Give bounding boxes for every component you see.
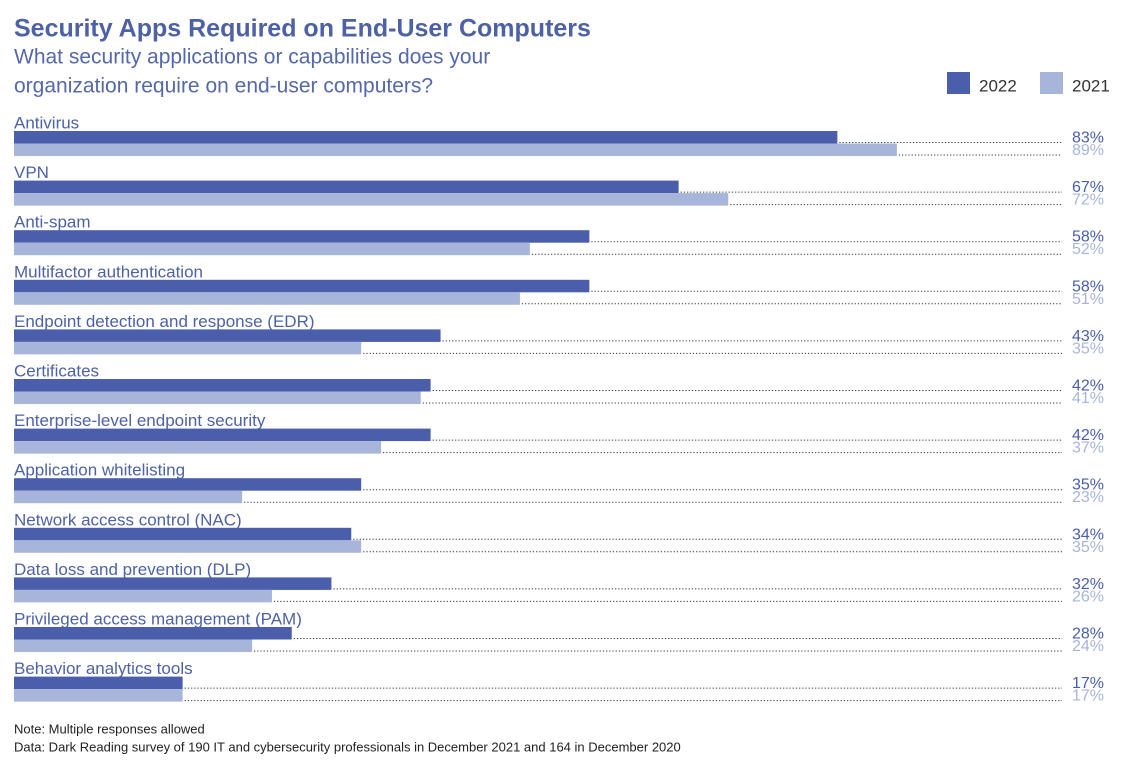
bar bbox=[14, 490, 243, 504]
value-label: 17% bbox=[1072, 688, 1104, 705]
legend-swatch bbox=[1040, 72, 1063, 94]
bar bbox=[14, 639, 253, 652]
bar bbox=[14, 143, 897, 156]
value-label: 51% bbox=[1072, 291, 1104, 308]
bar bbox=[14, 689, 183, 702]
value-label: 58% bbox=[1072, 278, 1104, 295]
value-label: 58% bbox=[1072, 229, 1104, 246]
legend-swatch bbox=[947, 72, 970, 94]
bar bbox=[14, 379, 431, 392]
value-label: 83% bbox=[1072, 129, 1104, 146]
chart-subtitle: What security applications or capabiliti… bbox=[14, 46, 490, 69]
category-label: Network access control (NAC) bbox=[14, 510, 242, 529]
bar bbox=[14, 577, 332, 590]
value-label: 89% bbox=[1072, 142, 1104, 159]
value-label: 17% bbox=[1072, 675, 1104, 692]
bar bbox=[14, 478, 362, 491]
value-label: 41% bbox=[1072, 390, 1104, 407]
value-label: 52% bbox=[1072, 241, 1104, 258]
bar bbox=[14, 329, 441, 342]
value-label: 28% bbox=[1072, 625, 1104, 642]
category-label: Behavior analytics tools bbox=[14, 659, 193, 678]
legend-label: 2021 bbox=[1072, 76, 1110, 95]
value-label: 35% bbox=[1072, 539, 1104, 556]
bar bbox=[14, 527, 352, 541]
bar bbox=[14, 180, 679, 194]
category-label: Multifactor authentication bbox=[14, 262, 203, 281]
category-label: Privileged access management (PAM) bbox=[14, 609, 302, 628]
legend-label: 2022 bbox=[979, 76, 1017, 95]
value-label: 42% bbox=[1072, 427, 1104, 444]
category-label: Enterprise-level endpoint security bbox=[14, 411, 266, 430]
note: Data: Dark Reading survey of 190 IT and … bbox=[14, 739, 681, 754]
category-label: VPN bbox=[14, 163, 49, 182]
bar bbox=[14, 627, 292, 640]
value-label: 42% bbox=[1072, 377, 1104, 394]
bar bbox=[14, 292, 520, 305]
bar bbox=[14, 428, 431, 442]
category-label: Data loss and prevention (DLP) bbox=[14, 560, 251, 579]
bar bbox=[14, 676, 183, 690]
value-label: 43% bbox=[1072, 328, 1104, 345]
value-label: 23% bbox=[1072, 489, 1104, 506]
bar bbox=[14, 230, 590, 243]
value-label: 67% bbox=[1072, 179, 1104, 196]
bar bbox=[14, 193, 729, 206]
bar bbox=[14, 441, 382, 454]
bar bbox=[14, 540, 362, 553]
category-label: Antivirus bbox=[14, 113, 79, 132]
category-label: Endpoint detection and response (EDR) bbox=[14, 312, 315, 331]
chart-title: Security Apps Required on End-User Compu… bbox=[14, 15, 591, 43]
value-label: 24% bbox=[1072, 638, 1104, 655]
bar bbox=[14, 589, 272, 603]
bar bbox=[14, 279, 590, 293]
category-label: Application whitelisting bbox=[14, 461, 185, 480]
value-label: 37% bbox=[1072, 440, 1104, 457]
value-label: 26% bbox=[1072, 588, 1104, 605]
category-label: Certificates bbox=[14, 361, 99, 380]
bar bbox=[14, 242, 530, 256]
note: Note: Multiple responses allowed bbox=[14, 721, 205, 736]
value-label: 34% bbox=[1072, 526, 1104, 543]
value-label: 72% bbox=[1072, 192, 1104, 209]
chart-subtitle: organization require on end-user compute… bbox=[14, 75, 433, 98]
category-label: Anti-spam bbox=[14, 213, 91, 232]
bar bbox=[14, 341, 362, 355]
value-label: 32% bbox=[1072, 576, 1104, 593]
bar bbox=[14, 391, 421, 404]
bar bbox=[14, 131, 838, 144]
value-label: 35% bbox=[1072, 477, 1104, 494]
value-label: 35% bbox=[1072, 340, 1104, 357]
